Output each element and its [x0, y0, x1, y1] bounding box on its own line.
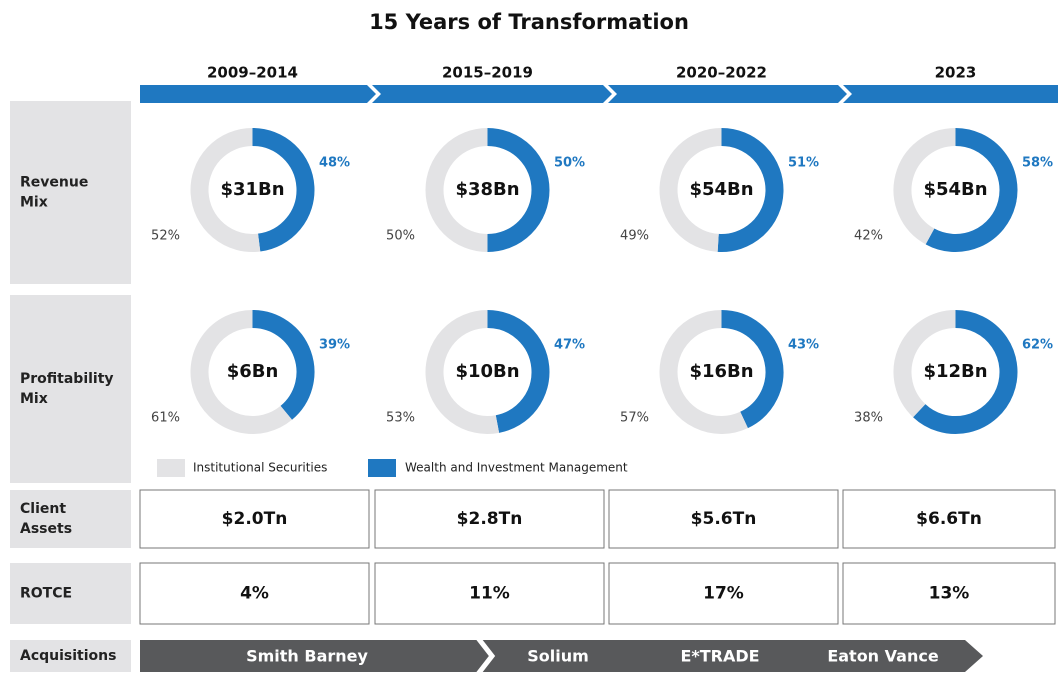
period-arrow [608, 85, 847, 103]
donut-segment-wim [925, 128, 1018, 252]
period-label: 2015–2019 [442, 64, 533, 82]
period-label: 2023 [935, 64, 977, 82]
value-label-wim: 62% [1022, 338, 1053, 353]
donut-segment-wim [252, 128, 315, 252]
donut-center: $54Bn [689, 179, 753, 200]
donut-center: $31Bn [220, 179, 284, 200]
value-box [374, 562, 605, 625]
value-label-is: 42% [854, 229, 883, 244]
row-label: ROTCE [20, 586, 72, 602]
value-label-is: 49% [620, 229, 649, 244]
donut-center: $12Bn [923, 361, 987, 382]
row-label: Mix [20, 391, 48, 407]
donut-segment-is [425, 310, 500, 434]
row-label: Profitability [20, 371, 114, 387]
value-label-is: 50% [386, 229, 415, 244]
value-text: $6.6Tn [916, 509, 982, 529]
donut-segment-wim [913, 310, 1018, 434]
donut-center: $16Bn [689, 361, 753, 382]
title: 15 Years of Transformation [369, 10, 689, 34]
value-text: 4% [240, 584, 269, 604]
donut-center: $10Bn [455, 361, 519, 382]
donut-segment-is [659, 310, 748, 434]
legend-label: Wealth and Investment Management [405, 461, 628, 475]
donut-segment-wim [487, 128, 550, 252]
legend-swatch [368, 459, 396, 477]
value-box [139, 562, 370, 625]
value-label-wim: 43% [788, 338, 819, 353]
row-label: Assets [20, 521, 72, 537]
donut-segment-wim [487, 310, 550, 433]
value-text: 13% [929, 584, 970, 604]
value-box [842, 562, 1056, 625]
period-label: 2020–2022 [676, 64, 767, 82]
acquisition-name: E*TRADE [680, 647, 759, 666]
value-label-wim: 58% [1022, 156, 1053, 171]
value-box [608, 562, 839, 625]
donut-segment-wim [252, 310, 315, 420]
value-label-wim: 48% [319, 156, 350, 171]
period-arrow [140, 85, 376, 103]
acquisition-name: Eaton Vance [827, 647, 939, 666]
value-box [608, 489, 839, 549]
value-box [842, 489, 1056, 549]
value-label-is: 38% [854, 411, 883, 426]
value-label-is: 57% [620, 411, 649, 426]
value-label-is: 61% [151, 411, 180, 426]
donut-segment-is [893, 128, 956, 245]
period-label: 2009–2014 [207, 64, 298, 82]
value-text: 17% [703, 584, 744, 604]
value-text: 11% [469, 584, 510, 604]
donut-segment-wim [717, 128, 784, 252]
row-label: Mix [20, 195, 48, 211]
legend-swatch [157, 459, 185, 477]
acquisition-chevron [476, 636, 496, 673]
donut-segment-wim [721, 310, 784, 429]
value-label-is: 53% [386, 411, 415, 426]
value-label-is: 52% [151, 229, 180, 244]
value-text: $5.6Tn [691, 509, 757, 529]
donut-segment-is [190, 310, 293, 434]
value-text: $2.0Tn [222, 509, 288, 529]
row-label-bg [10, 490, 131, 548]
acquisition-arrow [140, 640, 983, 672]
row-label: Revenue [20, 175, 88, 191]
donut-center: $54Bn [923, 179, 987, 200]
period-arrow [843, 85, 1058, 103]
row-label-bg [10, 295, 131, 483]
acquisition-name: Solium [527, 647, 589, 666]
donut-center: $38Bn [455, 179, 519, 200]
donut-segment-is [893, 310, 956, 418]
row-label-bg [10, 640, 131, 672]
acquisition-name: Smith Barney [246, 647, 368, 666]
row-label-bg [10, 101, 131, 284]
value-box [374, 489, 605, 549]
row-label: Client [20, 501, 66, 517]
donut-segment-is [659, 128, 722, 252]
donut-center: $6Bn [227, 361, 279, 382]
value-label-wim: 39% [319, 338, 350, 353]
value-box [139, 489, 370, 549]
donut-segment-is [425, 128, 488, 252]
period-arrow [372, 85, 612, 103]
legend-label: Institutional Securities [193, 461, 327, 475]
value-label-wim: 50% [554, 156, 585, 171]
value-label-wim: 51% [788, 156, 819, 171]
value-text: $2.8Tn [457, 509, 523, 529]
donut-segment-is [190, 128, 261, 252]
row-label: Acquisitions [20, 648, 116, 664]
value-label-wim: 47% [554, 338, 585, 353]
row-label-bg [10, 563, 131, 624]
